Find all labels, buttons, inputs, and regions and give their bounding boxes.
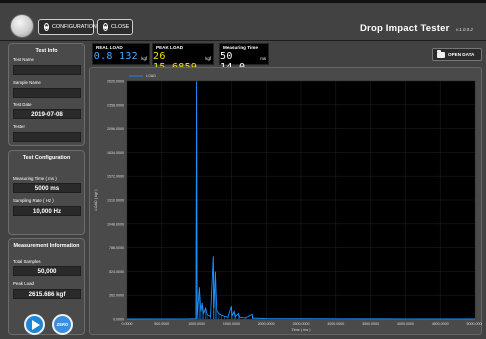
test-date-field[interactable]: 2019-07-08 [13,109,81,119]
x-tick-label: 5000.0000 [467,322,483,326]
total-samples-label: Total Samples [13,259,41,264]
y-tick-label: 1834.0000 [107,151,124,155]
measuring-time-label: Measuring Time [223,45,258,50]
peak-load-info-label: Peak Load [13,281,34,286]
measurement-info-panel: Measurement Information Total Samples 50… [8,238,85,335]
test-date-label: Test Date [13,102,32,107]
tester-label: Tester [13,124,25,129]
sample-name-label: Sample Name [13,80,41,85]
y-tick-label: 786.0000 [109,246,124,250]
peak-load-unit: kgf [205,56,211,61]
test-info-panel: Test Info Test Name Sample Name Test Dat… [8,43,85,146]
sampling-rate-field[interactable]: 10,000 Hz [13,206,81,216]
zero-button[interactable]: ZERO [52,314,73,335]
peak-load-field: 2615.686 kgf [13,289,81,299]
x-tick-label: 500.0000 [154,322,169,326]
title-strip [0,0,486,3]
peak-load-readout: PEAK LOAD 26 15.6859 kgf [152,43,214,73]
gear-icon [44,23,49,31]
configuration-label: CONFIGURATION [52,24,97,30]
configuration-button[interactable]: CONFIGURATION [38,19,97,35]
test-info-title: Test Info [35,48,58,54]
y-tick-label: 1048.0000 [107,222,124,226]
logo-icon [10,14,34,38]
real-load-label: REAL LOAD [96,45,123,50]
legend-label: LOAD [146,74,156,78]
measuring-time-unit: ms [260,56,266,61]
load-time-chart: 0.0000 262.0000 524.0000 786.0000 1048.0000 1… [94,74,483,332]
x-tick-label: 2000.0000 [258,322,275,326]
measuring-time-field[interactable]: 5000 ms [13,183,81,193]
start-button[interactable] [24,314,45,335]
real-load-value: 0.8 132 [93,51,138,62]
app-version: v.1.0.0.2 [456,27,473,32]
x-tick-label: 0.0000 [122,322,133,326]
x-tick-label: 3500.0000 [362,322,379,326]
real-load-readout: REAL LOAD 0.8 132 kgf [92,43,150,65]
y-tick-label: 1572.0000 [107,175,124,179]
power-icon [103,23,108,31]
app-title: Drop Impact Tester [360,23,450,34]
test-name-field[interactable] [13,65,81,75]
test-name-label: Test Name [13,57,34,62]
total-samples-field: 50,000 [13,266,81,276]
zero-label: ZERO [56,322,69,327]
real-load-unit: kgf [141,56,147,61]
y-tick-label: 2096.0000 [107,127,124,131]
x-axis-label: Time ( ms ) [291,328,311,332]
close-button[interactable]: CLOSE [97,19,133,35]
x-tick-label: 1500.0000 [223,322,240,326]
open-data-label: OPEN DATA [448,52,475,57]
measurement-info-title: Measurement Information [13,243,80,249]
measuring-time-setting-label: Measuring Time ( ms ) [13,176,57,181]
y-tick-label: 0.0000 [113,318,124,322]
measuring-time-readout: Measuring Time 50 14.0 ms [219,43,269,73]
x-tick-label: 4000.0000 [397,322,414,326]
y-axis-label: LOAD ( kgf ) [94,189,98,211]
x-tick-label: 3000.0000 [327,322,344,326]
x-tick-label: 1000.0000 [188,322,205,326]
close-label: CLOSE [111,24,130,30]
y-tick-label: 524.0000 [109,270,124,274]
y-tick-label: 1310.0000 [107,199,124,203]
sample-name-field[interactable] [13,88,81,98]
open-data-button[interactable]: OPEN DATA [432,48,482,61]
x-tick-label: 4500.0000 [432,322,449,326]
test-config-panel: Test Configuration Measuring Time ( ms )… [8,150,85,235]
y-tick-label: 2620.0000 [107,80,124,84]
x-tick-label: 2500.0000 [293,322,310,326]
y-tick-label: 2358.0000 [107,103,124,107]
header-divider [0,40,486,41]
folder-icon [437,50,445,58]
test-config-title: Test Configuration [22,155,71,161]
sampling-rate-label: Sampling Rate ( Hz ) [13,198,54,203]
peak-load-label: PEAK LOAD [156,45,184,50]
tester-field[interactable] [13,132,81,142]
y-tick-label: 262.0000 [109,294,124,298]
